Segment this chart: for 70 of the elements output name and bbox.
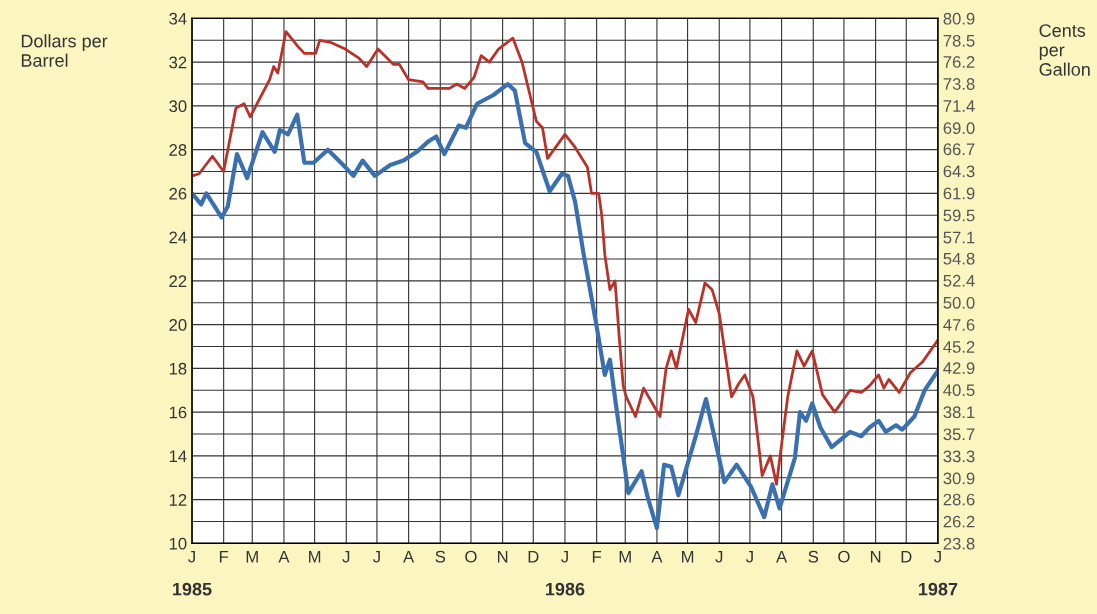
y2-tick-label: 57.1 (943, 231, 975, 244)
text: M (619, 550, 631, 563)
text: F (219, 550, 229, 563)
y-tick-label: 26 (169, 187, 187, 200)
y-tick-label: 24 (169, 231, 187, 244)
text: J (373, 550, 380, 563)
text: J (561, 550, 568, 563)
y2-tick-label: 66.7 (943, 143, 975, 156)
text: A (403, 550, 415, 563)
text: M (246, 550, 258, 563)
text: M (309, 550, 321, 563)
y2-tick-label: 73.8 (943, 78, 975, 90)
text: J (342, 550, 350, 563)
y-tick-label: 28 (169, 144, 187, 156)
text: J (715, 550, 723, 563)
x-tick-label: 1987 (918, 582, 958, 596)
y2-tick-label: 59.5 (943, 209, 975, 222)
y2-tick-label: 40.5 (943, 384, 975, 397)
y2-tick-label: 23.8 (943, 537, 975, 550)
y2-tick-label: 45.2 (943, 341, 975, 353)
y2-tick-label: 61.9 (943, 187, 975, 200)
text: J (746, 550, 753, 563)
y2-tick-label: 33.3 (943, 450, 975, 463)
text: A (278, 550, 290, 563)
x-tick-label: 1986 (546, 582, 585, 596)
x-tick-label: 1985 (173, 582, 212, 596)
text: S (435, 550, 446, 563)
y-tick-label: 32 (169, 56, 187, 69)
text: N (870, 550, 881, 563)
text: J (188, 550, 195, 563)
y2-tick-label: 50.0 (943, 296, 975, 309)
y2-tick-label: 78.5 (943, 34, 975, 47)
text: A (776, 550, 788, 563)
y2-tick-label: 54.8 (943, 252, 975, 265)
y-tick-label: 34 (169, 12, 187, 25)
y2-tick-label: 38.1 (943, 406, 975, 419)
y2-tick-label: 80.9 (943, 12, 975, 25)
y2-tick-label: 35.7 (943, 428, 975, 441)
y-tick-label: 10 (169, 537, 187, 550)
y2-tick-label: 26.2 (943, 515, 975, 528)
y2-tick-label: 64.3 (943, 165, 975, 178)
line-series (191, 30, 938, 486)
y2-tick-label: 28.6 (943, 493, 975, 506)
y2-tick-label: 42.9 (943, 362, 975, 374)
text: S (808, 550, 819, 563)
y2-axis-title: Cents per Gallon (1039, 24, 1090, 76)
text: A (651, 550, 663, 563)
y-tick-label: 22 (169, 275, 187, 287)
y2-tick-label: 69.0 (943, 122, 975, 135)
text: O (838, 550, 850, 563)
y-tick-label: 14 (169, 450, 187, 462)
text: D (528, 550, 539, 563)
y2-tick-label: 71.4 (943, 100, 975, 112)
y2-tick-label: 47.6 (943, 318, 975, 331)
text: N (497, 550, 508, 563)
y-tick-label: 12 (169, 494, 187, 506)
y-tick-label: 18 (169, 362, 187, 375)
text: D (901, 550, 912, 563)
text: M (682, 550, 694, 563)
y-tick-label: 16 (169, 406, 187, 419)
line-series (191, 81, 938, 531)
y-tick-label: 30 (169, 100, 187, 113)
y2-tick-label: 30.9 (943, 472, 975, 485)
y-axis-title: Dollars per Barrel (21, 34, 108, 67)
y2-tick-label: 52.4 (943, 274, 975, 287)
text: J (934, 550, 941, 563)
y-tick-label: 20 (169, 319, 187, 331)
text: O (465, 550, 477, 563)
text: F (592, 550, 602, 563)
y2-tick-label: 76.2 (943, 56, 975, 68)
